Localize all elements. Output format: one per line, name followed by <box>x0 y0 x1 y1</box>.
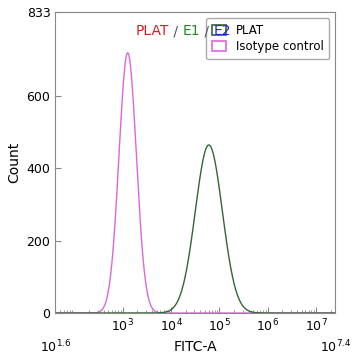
Y-axis label: Count: Count <box>7 142 21 183</box>
X-axis label: FITC-A: FITC-A <box>174 340 217 354</box>
Text: PLAT: PLAT <box>136 24 169 38</box>
Text: /: / <box>169 24 183 38</box>
Legend: PLAT, Isotype control: PLAT, Isotype control <box>206 18 329 59</box>
Text: $10^{7.4}$: $10^{7.4}$ <box>320 339 351 355</box>
Text: /: / <box>200 24 214 38</box>
Text: $10^{1.6}$: $10^{1.6}$ <box>39 339 71 355</box>
Text: E1: E1 <box>183 24 200 38</box>
Text: E2: E2 <box>214 24 231 38</box>
